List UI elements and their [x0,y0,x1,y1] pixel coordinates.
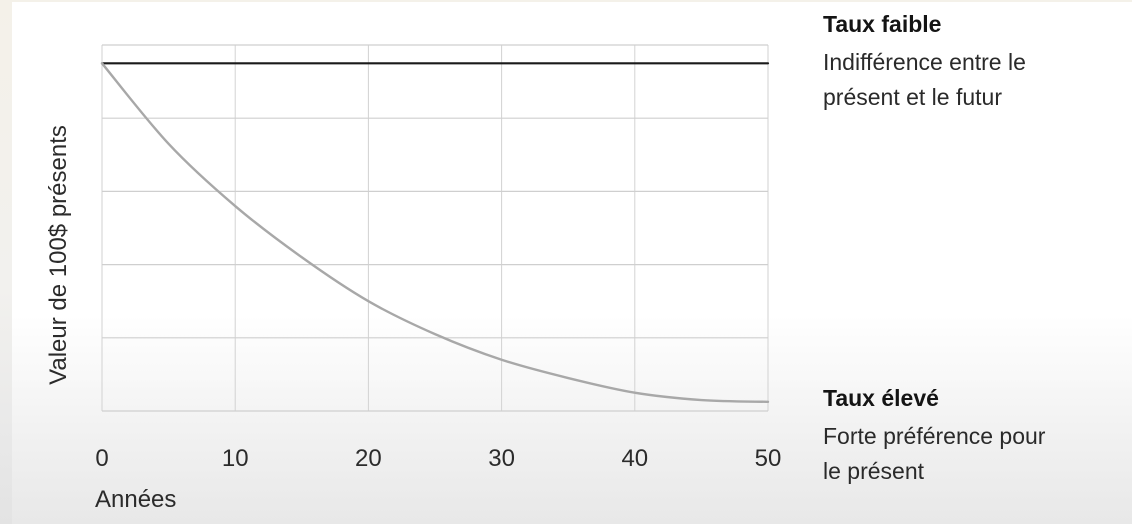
x-tick-label: 50 [755,445,782,472]
x-tick-label: 10 [222,445,249,472]
series-line-taux-eleve [102,63,768,402]
legend-high-title: Taux élevé [823,385,939,412]
x-tick-label: 30 [488,445,515,472]
y-axis-label: Valeur de 100$ présents [45,125,72,385]
x-axis-label: Années [95,486,176,513]
legend-high-line1: Forte préférence pour [823,421,1123,452]
legend-low-title: Taux faible [823,11,941,38]
x-tick-label: 0 [95,445,108,472]
legend-low-line2: présent et le futur [823,82,1123,113]
legend-high-line2: le présent [823,456,1123,487]
x-tick-label: 40 [621,445,648,472]
legend-low-line1: Indifférence entre le [823,47,1123,78]
x-tick-label: 20 [355,445,382,472]
